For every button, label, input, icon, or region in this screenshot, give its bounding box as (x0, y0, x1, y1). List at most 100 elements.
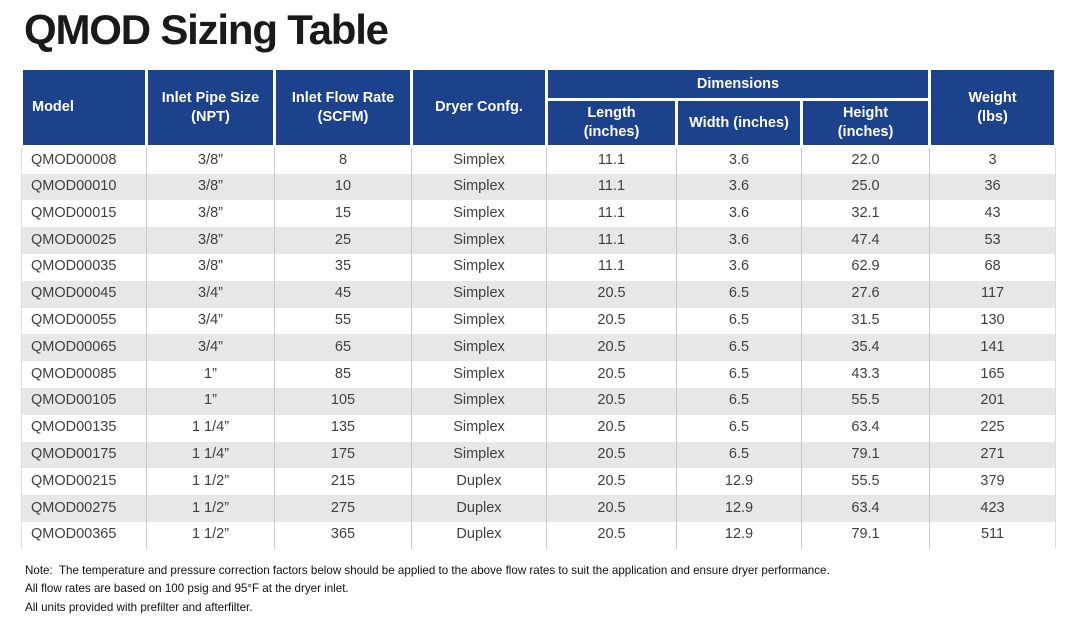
cell-length: 20.5 (546, 414, 677, 442)
cell-width: 3.6 (676, 146, 802, 174)
cell-height: 43.3 (800, 361, 930, 388)
cell-length: 20.5 (546, 334, 677, 362)
cell-width: 3.6 (676, 253, 802, 281)
cell-model: QMOD00010 (21, 173, 147, 201)
cell-length: 11.1 (546, 253, 677, 281)
cell-height: 55.5 (800, 468, 930, 496)
cell-pipe: 3/8” (146, 146, 275, 174)
table-row: QMOD00045 3/4” 45 Simplex 20.5 6.5 27.6 117 (21, 280, 1057, 308)
table-row: QMOD00035 3/8” 35 Simplex 11.1 3.6 62.9 68 (21, 253, 1057, 281)
cell-weight: 201 (929, 387, 1057, 415)
header-dryer-confg: Dryer Confg. (410, 67, 548, 149)
cell-weight: 225 (929, 414, 1057, 442)
cell-config: Duplex (411, 495, 547, 522)
cell-config: Simplex (411, 307, 547, 335)
cell-width: 12.9 (676, 521, 802, 549)
cell-height: 63.4 (800, 495, 930, 522)
cell-pipe: 3/4” (146, 280, 275, 308)
cell-weight: 423 (929, 495, 1057, 522)
cell-flow: 8 (274, 146, 412, 174)
cell-flow: 10 (274, 173, 412, 201)
cell-length: 20.5 (546, 307, 677, 335)
table-row: QMOD00365 1 1/2” 365 Duplex 20.5 12.9 79.1 511 (21, 521, 1057, 549)
cell-pipe: 3/8” (146, 200, 275, 228)
table-row: QMOD00275 1 1/2” 275 Duplex 20.5 12.9 63.4 423 (21, 495, 1057, 522)
cell-config: Simplex (411, 361, 547, 388)
cell-width: 3.6 (676, 227, 802, 254)
table-row: QMOD00065 3/4” 65 Simplex 20.5 6.5 35.4 141 (21, 334, 1057, 362)
qmod-sizing-table: Model Inlet Pipe Size (NPT) Inlet Flow R… (20, 67, 1058, 549)
cell-width: 3.6 (676, 200, 802, 228)
header-length: Length (inches) (545, 98, 678, 149)
cell-pipe: 1 1/2” (146, 468, 275, 496)
cell-flow: 175 (274, 441, 412, 469)
cell-height: 79.1 (800, 441, 930, 469)
cell-model: QMOD00025 (21, 227, 147, 254)
cell-width: 6.5 (676, 280, 802, 308)
header-inlet-flow-rate: Inlet Flow Rate (SCFM) (273, 67, 413, 149)
cell-length: 20.5 (546, 280, 677, 308)
cell-config: Simplex (411, 200, 547, 228)
cell-width: 12.9 (676, 495, 802, 522)
table-row: QMOD00008 3/8” 8 Simplex 11.1 3.6 22.0 3 (21, 146, 1057, 174)
cell-config: Simplex (411, 173, 547, 201)
cell-model: QMOD00105 (21, 387, 147, 415)
cell-flow: 65 (274, 334, 412, 362)
cell-height: 27.6 (800, 280, 930, 308)
table-row: QMOD00055 3/4” 55 Simplex 20.5 6.5 31.5 130 (21, 307, 1057, 335)
cell-length: 20.5 (546, 441, 677, 469)
cell-model: QMOD00175 (21, 441, 147, 469)
cell-model: QMOD00275 (21, 495, 147, 522)
cell-width: 3.6 (676, 173, 802, 201)
cell-flow: 275 (274, 495, 412, 522)
cell-length: 11.1 (546, 227, 677, 254)
cell-width: 6.5 (676, 334, 802, 362)
cell-pipe: 1 1/4” (146, 414, 275, 442)
cell-height: 35.4 (800, 334, 930, 362)
cell-length: 20.5 (546, 468, 677, 496)
page-root: QMOD Sizing Table Model Inlet Pipe Size … (0, 6, 1081, 632)
cell-flow: 45 (274, 280, 412, 308)
cell-model: QMOD00365 (21, 521, 147, 549)
cell-weight: 511 (929, 521, 1057, 549)
cell-weight: 271 (929, 441, 1057, 469)
table-header: Model Inlet Pipe Size (NPT) Inlet Flow R… (20, 67, 1058, 149)
cell-height: 63.4 (800, 414, 930, 442)
cell-flow: 85 (274, 361, 412, 388)
cell-flow: 35 (274, 253, 412, 281)
cell-model: QMOD00135 (21, 414, 147, 442)
cell-height: 55.5 (800, 387, 930, 415)
cell-length: 20.5 (546, 521, 677, 549)
cell-model: QMOD00008 (21, 146, 147, 174)
cell-weight: 3 (929, 146, 1057, 174)
cell-config: Simplex (411, 227, 547, 254)
cell-model: QMOD00015 (21, 200, 147, 228)
cell-height: 47.4 (800, 227, 930, 254)
cell-model: QMOD00215 (21, 468, 147, 496)
cell-length: 20.5 (546, 387, 677, 415)
cell-height: 32.1 (800, 200, 930, 228)
cell-config: Simplex (411, 146, 547, 174)
cell-flow: 365 (274, 521, 412, 549)
cell-weight: 68 (929, 253, 1057, 281)
cell-weight: 130 (929, 307, 1057, 335)
cell-config: Duplex (411, 521, 547, 549)
cell-width: 6.5 (676, 387, 802, 415)
table-row: QMOD00215 1 1/2” 215 Duplex 20.5 12.9 55.5 379 (21, 468, 1057, 496)
cell-pipe: 3/8” (146, 173, 275, 201)
cell-weight: 141 (929, 334, 1057, 362)
cell-length: 11.1 (546, 200, 677, 228)
cell-height: 79.1 (800, 521, 930, 549)
cell-config: Simplex (411, 387, 547, 415)
cell-model: QMOD00035 (21, 253, 147, 281)
cell-pipe: 3/8” (146, 227, 275, 254)
cell-height: 62.9 (800, 253, 930, 281)
footnotes: Note: The temperature and pressure corre… (25, 562, 1081, 618)
cell-height: 22.0 (800, 146, 930, 174)
cell-config: Simplex (411, 253, 547, 281)
table-row: QMOD00010 3/8” 10 Simplex 11.1 3.6 25.0 36 (21, 173, 1057, 201)
table-row: QMOD00015 3/8” 15 Simplex 11.1 3.6 32.1 43 (21, 200, 1057, 228)
cell-height: 25.0 (800, 173, 930, 201)
cell-config: Simplex (411, 334, 547, 362)
cell-weight: 165 (929, 361, 1057, 388)
